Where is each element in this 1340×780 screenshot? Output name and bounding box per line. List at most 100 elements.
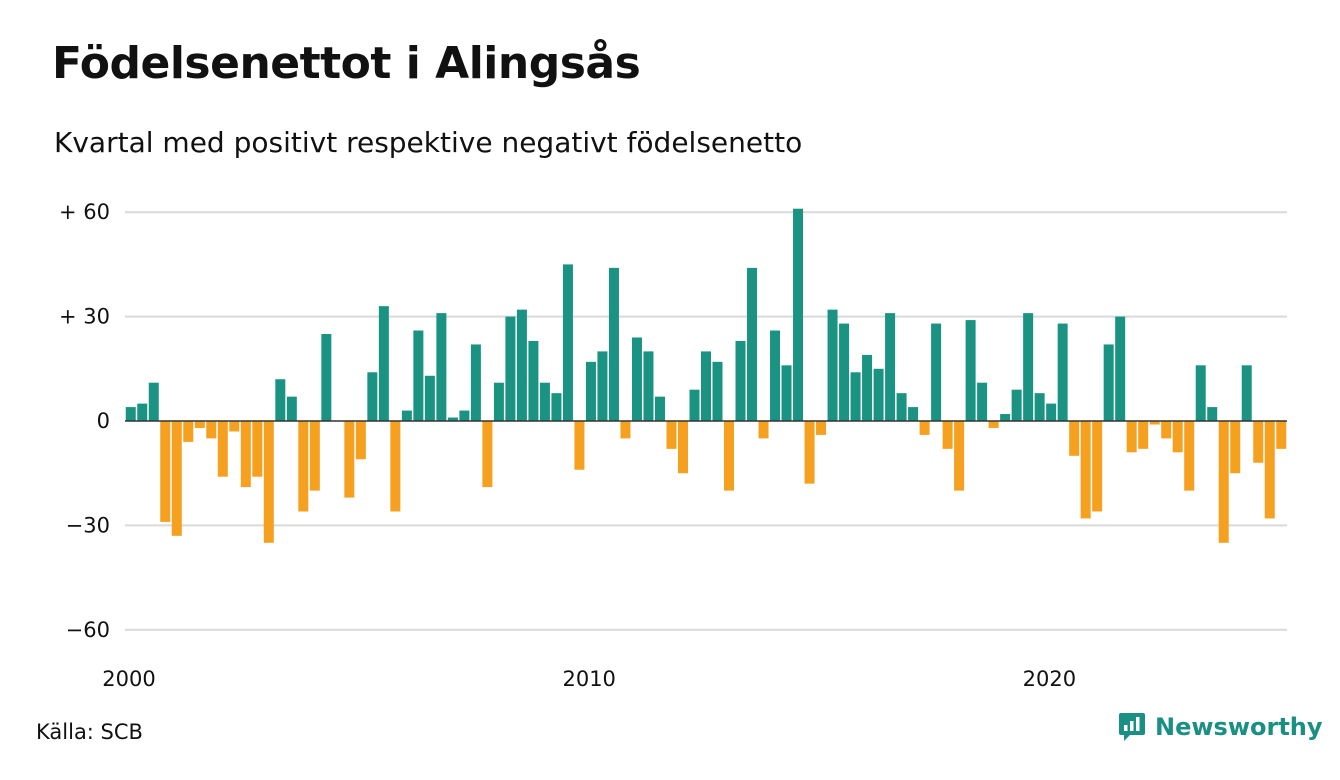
- bar-positive: [1057, 323, 1068, 421]
- bar-positive: [516, 309, 527, 421]
- y-tick-label: 0: [97, 409, 110, 433]
- bar-negative: [355, 421, 366, 460]
- bar-positive: [850, 372, 861, 421]
- bar-positive: [1034, 393, 1045, 421]
- x-axis-tick-labels: 2000 2010 2020: [102, 667, 1076, 691]
- bar-negative: [942, 421, 953, 449]
- bar-positive: [689, 389, 700, 421]
- bar-negative: [309, 421, 320, 491]
- bar-negative: [804, 421, 815, 484]
- bar-negative: [171, 421, 182, 536]
- x-tick-label: 2000: [102, 667, 155, 691]
- bar-positive: [712, 361, 723, 421]
- bar-positive: [1000, 414, 1011, 421]
- bar-negative: [816, 421, 827, 435]
- bar-positive: [286, 396, 297, 421]
- bar-negative: [1218, 421, 1229, 543]
- x-tick-label: 2010: [562, 667, 615, 691]
- bar-negative: [1092, 421, 1103, 512]
- bar-negative: [1138, 421, 1149, 449]
- bar-positive: [1023, 313, 1034, 421]
- bar-positive: [413, 330, 424, 421]
- bar-negative: [1126, 421, 1137, 453]
- bar-positive: [585, 361, 596, 421]
- y-tick-label: + 60: [59, 200, 110, 224]
- bar-positive: [1115, 316, 1126, 421]
- bar-positive: [908, 407, 919, 421]
- bars: [125, 208, 1287, 543]
- bar-positive: [781, 365, 792, 421]
- gridlines: [125, 211, 1287, 631]
- bar-negative: [1184, 421, 1195, 491]
- bar-positive: [896, 393, 907, 421]
- bar-negative: [666, 421, 677, 449]
- bar-negative: [194, 421, 205, 428]
- bar-positive: [459, 410, 470, 421]
- brand-name: Newsworthy: [1155, 713, 1323, 741]
- bar-negative: [620, 421, 631, 439]
- bar-negative: [298, 421, 309, 512]
- bar-negative: [263, 421, 274, 543]
- bar-positive: [793, 208, 804, 421]
- bar-positive: [505, 316, 516, 421]
- bar-positive: [873, 368, 884, 421]
- bar-positive: [275, 379, 286, 421]
- newsworthy-logo-icon: [1119, 713, 1145, 741]
- bar-positive: [643, 351, 654, 421]
- bar-negative: [160, 421, 171, 522]
- bar-positive: [1103, 344, 1114, 421]
- bar-positive: [436, 313, 447, 421]
- bar-negative: [1264, 421, 1275, 519]
- bar-positive: [839, 323, 850, 421]
- bar-positive: [977, 382, 988, 421]
- bar-negative: [183, 421, 194, 442]
- bar-negative: [1149, 421, 1160, 425]
- bar-positive: [608, 267, 619, 421]
- bar-positive: [562, 264, 573, 421]
- bar-positive: [321, 334, 332, 421]
- bar-chart: + 60 + 30 0 −30 −60 2000 2010 2020: [59, 200, 1287, 691]
- bar-positive: [654, 396, 665, 421]
- bar-negative: [344, 421, 355, 498]
- bar-negative: [758, 421, 769, 439]
- bar-negative: [1230, 421, 1241, 474]
- chart-subtitle: Kvartal med positivt respektive negativt…: [54, 126, 803, 159]
- y-tick-label: −60: [66, 618, 110, 642]
- bar-negative: [1253, 421, 1264, 463]
- bar-negative: [677, 421, 688, 474]
- bar-positive: [367, 372, 378, 421]
- bar-positive: [1195, 365, 1206, 421]
- bar-positive: [528, 340, 539, 421]
- y-tick-label: + 30: [59, 305, 110, 329]
- bar-positive: [378, 306, 389, 421]
- bar-negative: [1276, 421, 1287, 449]
- chart-title: Födelsenettot i Alingsås: [52, 38, 641, 89]
- bar-negative: [1172, 421, 1183, 453]
- bar-positive: [1207, 407, 1218, 421]
- x-tick-label: 2020: [1023, 667, 1076, 691]
- y-tick-label: −30: [66, 513, 110, 537]
- bar-negative: [252, 421, 263, 477]
- bar-positive: [493, 382, 504, 421]
- bar-positive: [1241, 365, 1252, 421]
- bar-negative: [206, 421, 217, 439]
- bar-positive: [539, 382, 550, 421]
- bar-negative: [954, 421, 965, 491]
- bar-negative: [390, 421, 401, 512]
- bar-negative: [1161, 421, 1172, 439]
- bar-negative: [217, 421, 228, 477]
- bar-positive: [424, 375, 435, 421]
- y-axis-tick-labels: + 60 + 30 0 −30 −60: [59, 200, 110, 642]
- bar-positive: [885, 313, 896, 421]
- brand-logo: Newsworthy: [1118, 712, 1323, 742]
- bar-positive: [137, 403, 148, 421]
- bar-negative: [724, 421, 735, 491]
- bar-positive: [447, 417, 458, 421]
- bar-positive: [770, 330, 781, 421]
- bar-positive: [470, 344, 481, 421]
- bar-positive: [1046, 403, 1057, 421]
- bar-negative: [988, 421, 999, 428]
- bar-positive: [631, 337, 642, 421]
- bar-positive: [1011, 389, 1022, 421]
- bar-positive: [931, 323, 942, 421]
